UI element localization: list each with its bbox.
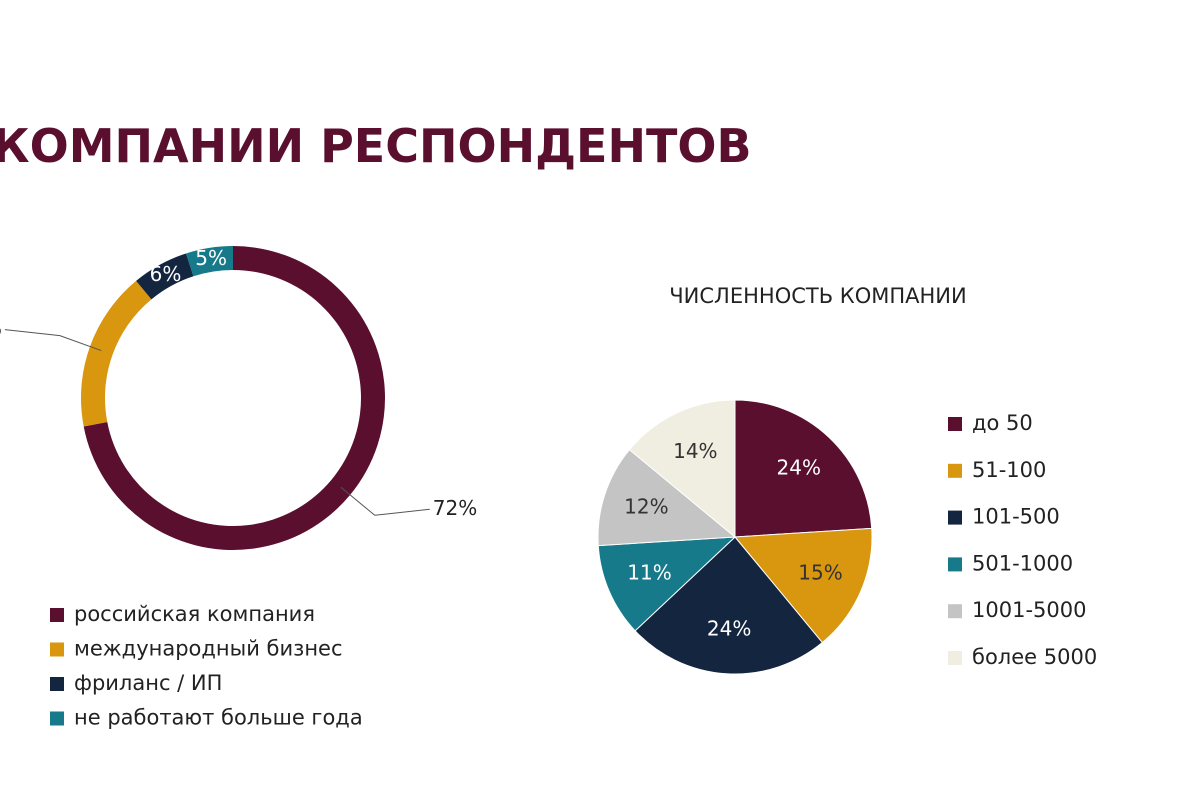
data-label: 5% [195,246,227,270]
data-label: 6% [150,262,182,286]
data-label: 24% [707,616,751,640]
legend-label: 51-100 [972,458,1046,482]
chart-title: ЧИСЛЕННОСТЬ КОМПАНИИ [669,284,966,308]
data-label: 72% [433,496,477,520]
donut-segment [186,246,233,277]
data-label: 12% [624,495,668,519]
legend-label: более 5000 [972,645,1097,669]
legend-label: до 50 [972,411,1033,435]
legend-swatch [948,604,962,619]
leader-line [340,486,430,516]
pie-slice [634,536,824,675]
data-label: 17% [0,316,2,340]
legend-swatch [948,463,962,478]
legend-label: международный бизнес [74,637,343,661]
data-label: 14% [673,439,717,463]
legend-label: 1001-5000 [972,598,1086,622]
data-label: 15% [798,560,842,584]
data-label: 24% [777,456,821,480]
legend-swatch [50,608,64,622]
pie-slice [597,536,737,632]
legend-swatch [948,651,962,665]
legend-label: 101-500 [972,505,1060,529]
legend-swatch [50,642,64,657]
slide-title: КОМПАНИИ РЕСПОНДЕНТОВ [0,119,752,173]
pie-slice [733,527,873,644]
legend-label: 501-1000 [972,551,1073,575]
donut-segment [136,253,194,300]
pie-slice [597,448,737,547]
pie-slice [734,399,873,538]
legend-label: фриланс / ИП [74,671,222,695]
legend-swatch [948,417,962,431]
legend-swatch [948,557,962,572]
legend-swatch [50,711,64,726]
data-label: 11% [627,560,671,584]
legend-label: не работают больше года [74,706,363,730]
pie-slice [628,399,736,539]
donut-segment [81,280,152,427]
leader-line [4,329,102,352]
legend-swatch [50,677,64,691]
legend-label: российская компания [74,602,315,626]
legend-swatch [948,510,962,525]
